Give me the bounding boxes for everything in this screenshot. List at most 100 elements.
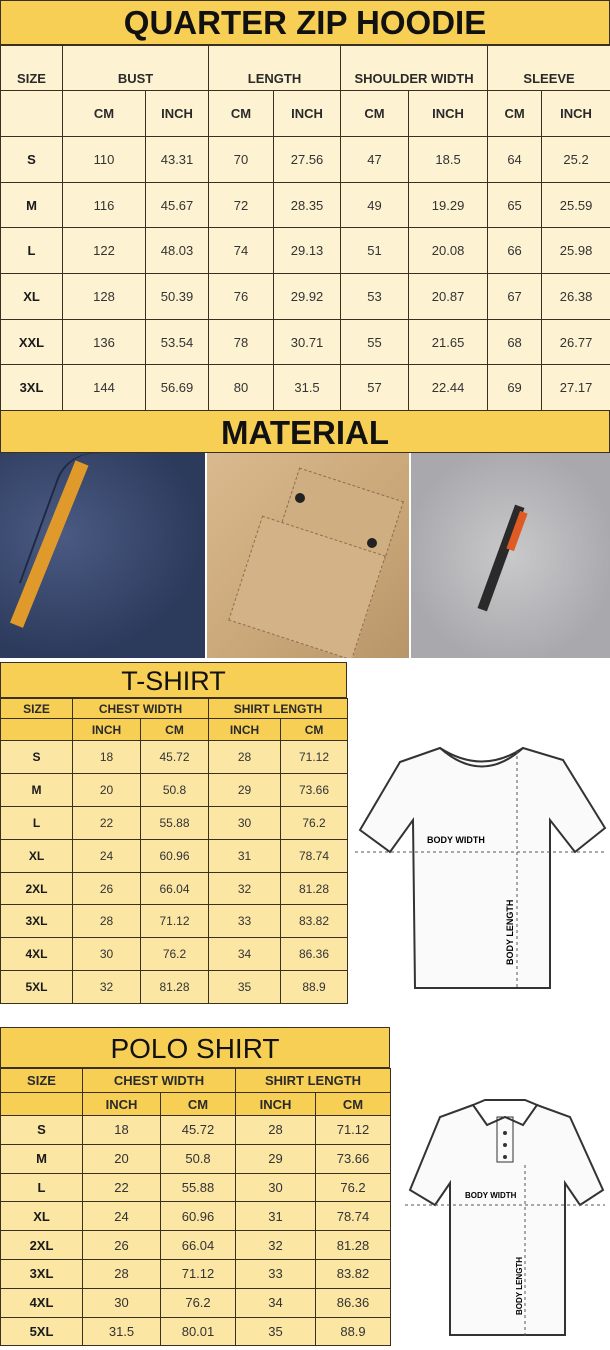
unit-header: CM [160,1092,236,1116]
value-cell: 69 [487,364,543,412]
value-cell: 48.03 [144,227,210,275]
table-row: 2XL 26 66.04 32 81.28 [0,871,349,906]
size-header: SIZE [0,1068,83,1093]
value-cell: 29.13 [273,227,342,275]
unit-header: CM [315,1092,391,1116]
value-cell: 22.44 [408,364,489,412]
group-header-row: SIZE BUST LENGTH SHOULDER WIDTH SLEEVE [0,45,610,91]
body-length-label: BODY LENGTH [515,1257,524,1315]
table-row: S 18 45.72 28 71.12 [0,740,349,774]
size-cell: 5XL [0,1316,83,1347]
size-cell: S [0,740,73,774]
photo-grey-fleece [411,453,610,658]
value-cell: 86.36 [280,937,349,972]
tshirt-outline [358,746,607,989]
value-cell: 78.74 [280,838,349,873]
size-cell: XXL [0,318,63,366]
polo-diagram: BODY WIDTH BODY LENGTH [405,1099,605,1337]
value-cell: 60.96 [160,1201,236,1232]
value-cell: 28 [208,740,282,774]
value-cell: 60.96 [139,838,210,873]
size-cell: S [0,136,63,183]
value-cell: 20.87 [408,273,489,320]
size-cell: 2XL [0,871,73,906]
value-cell: 18 [72,740,141,774]
size-header: SIZE [0,45,63,91]
value-cell: 67 [487,273,543,320]
photo-khaki-pocket [207,453,409,658]
unit-header: INCH [144,90,210,137]
value-cell: 51 [340,227,410,275]
table-row: 3XL 28 71.12 33 83.82 [0,1258,391,1289]
value-cell: 20.08 [408,227,489,275]
group-header: SLEEVE [487,45,610,91]
value-cell: 66.04 [139,871,210,906]
value-cell: 34 [235,1287,316,1318]
value-cell: 88.9 [315,1316,391,1347]
value-cell: 73.66 [280,772,349,807]
size-cell: 4XL [0,937,73,972]
value-cell: 110 [62,136,146,183]
value-cell: 122 [62,227,146,275]
size-cell: 5XL [0,970,73,1005]
value-cell: 50.8 [160,1143,236,1174]
size-cell: S [0,1115,83,1145]
polo-outline [408,1104,605,1336]
unit-header-row: CM INCH CM INCH CM INCH CM INCH [0,90,610,137]
unit-header-row: INCH CM INCH CM [0,1092,391,1116]
value-cell: 136 [62,318,146,366]
value-cell: 76.2 [315,1172,391,1203]
value-cell: 24 [72,838,141,873]
value-cell: 47 [340,136,410,183]
table-row: S 18 45.72 28 71.12 [0,1115,391,1145]
value-cell: 26.38 [541,273,610,320]
unit-header: CM [62,90,146,137]
table-row: XXL 136 53.54 78 30.71 55 21.65 68 26.77 [0,318,610,366]
table-row: M 20 50.8 29 73.66 [0,1143,391,1174]
value-cell: 27.56 [273,136,342,183]
tshirt-size-table: SIZE CHEST WIDTH SHIRT LENGTH INCH CM INCH CM S… [0,698,349,1005]
value-cell: 70 [208,136,275,183]
value-cell: 55 [340,318,410,366]
value-cell: 30 [235,1172,316,1203]
size-cell: 3XL [0,364,63,412]
size-cell: XL [0,273,63,320]
size-cell: 4XL [0,1287,83,1318]
value-cell: 55.88 [160,1172,236,1203]
group-header: CHEST WIDTH [82,1068,236,1093]
size-cell: M [0,772,73,807]
table-row: 4XL 30 76.2 34 86.36 [0,1287,391,1318]
unit-header: CM [280,718,349,741]
value-cell: 78 [208,318,275,366]
value-cell: 116 [62,181,146,229]
value-cell: 32 [208,871,282,906]
table-row: S 110 43.31 70 27.56 47 18.5 64 25.2 [0,136,610,183]
table-row: 4XL 30 76.2 34 86.36 [0,937,349,972]
value-cell: 32 [72,970,141,1005]
value-cell: 30 [82,1287,161,1318]
value-cell: 53 [340,273,410,320]
value-cell: 45.72 [139,740,210,774]
unit-header: INCH [82,1092,161,1116]
hoodie-title: QUARTER ZIP HOODIE [0,0,610,45]
value-cell: 76.2 [160,1287,236,1318]
value-cell: 35 [235,1316,316,1347]
body-width-label: BODY WIDTH [465,1191,517,1200]
size-cell: XL [0,838,73,873]
group-header: BUST [61,45,210,91]
body-width-label: BODY WIDTH [427,835,485,845]
value-cell: 20 [82,1143,161,1174]
value-cell: 26 [82,1230,161,1260]
value-cell: 21.65 [408,318,489,366]
value-cell: 43.31 [144,136,210,183]
value-cell: 22 [72,805,141,840]
photo-navy-fleece [0,453,205,658]
unit-header: INCH [208,718,282,741]
value-cell: 31 [235,1201,316,1232]
value-cell: 81.28 [139,970,210,1005]
table-row: XL 24 60.96 31 78.74 [0,838,349,873]
value-cell: 29.92 [273,273,342,320]
value-cell: 81.28 [315,1230,391,1260]
value-cell: 71.12 [280,740,349,774]
value-cell: 56.69 [144,364,210,412]
